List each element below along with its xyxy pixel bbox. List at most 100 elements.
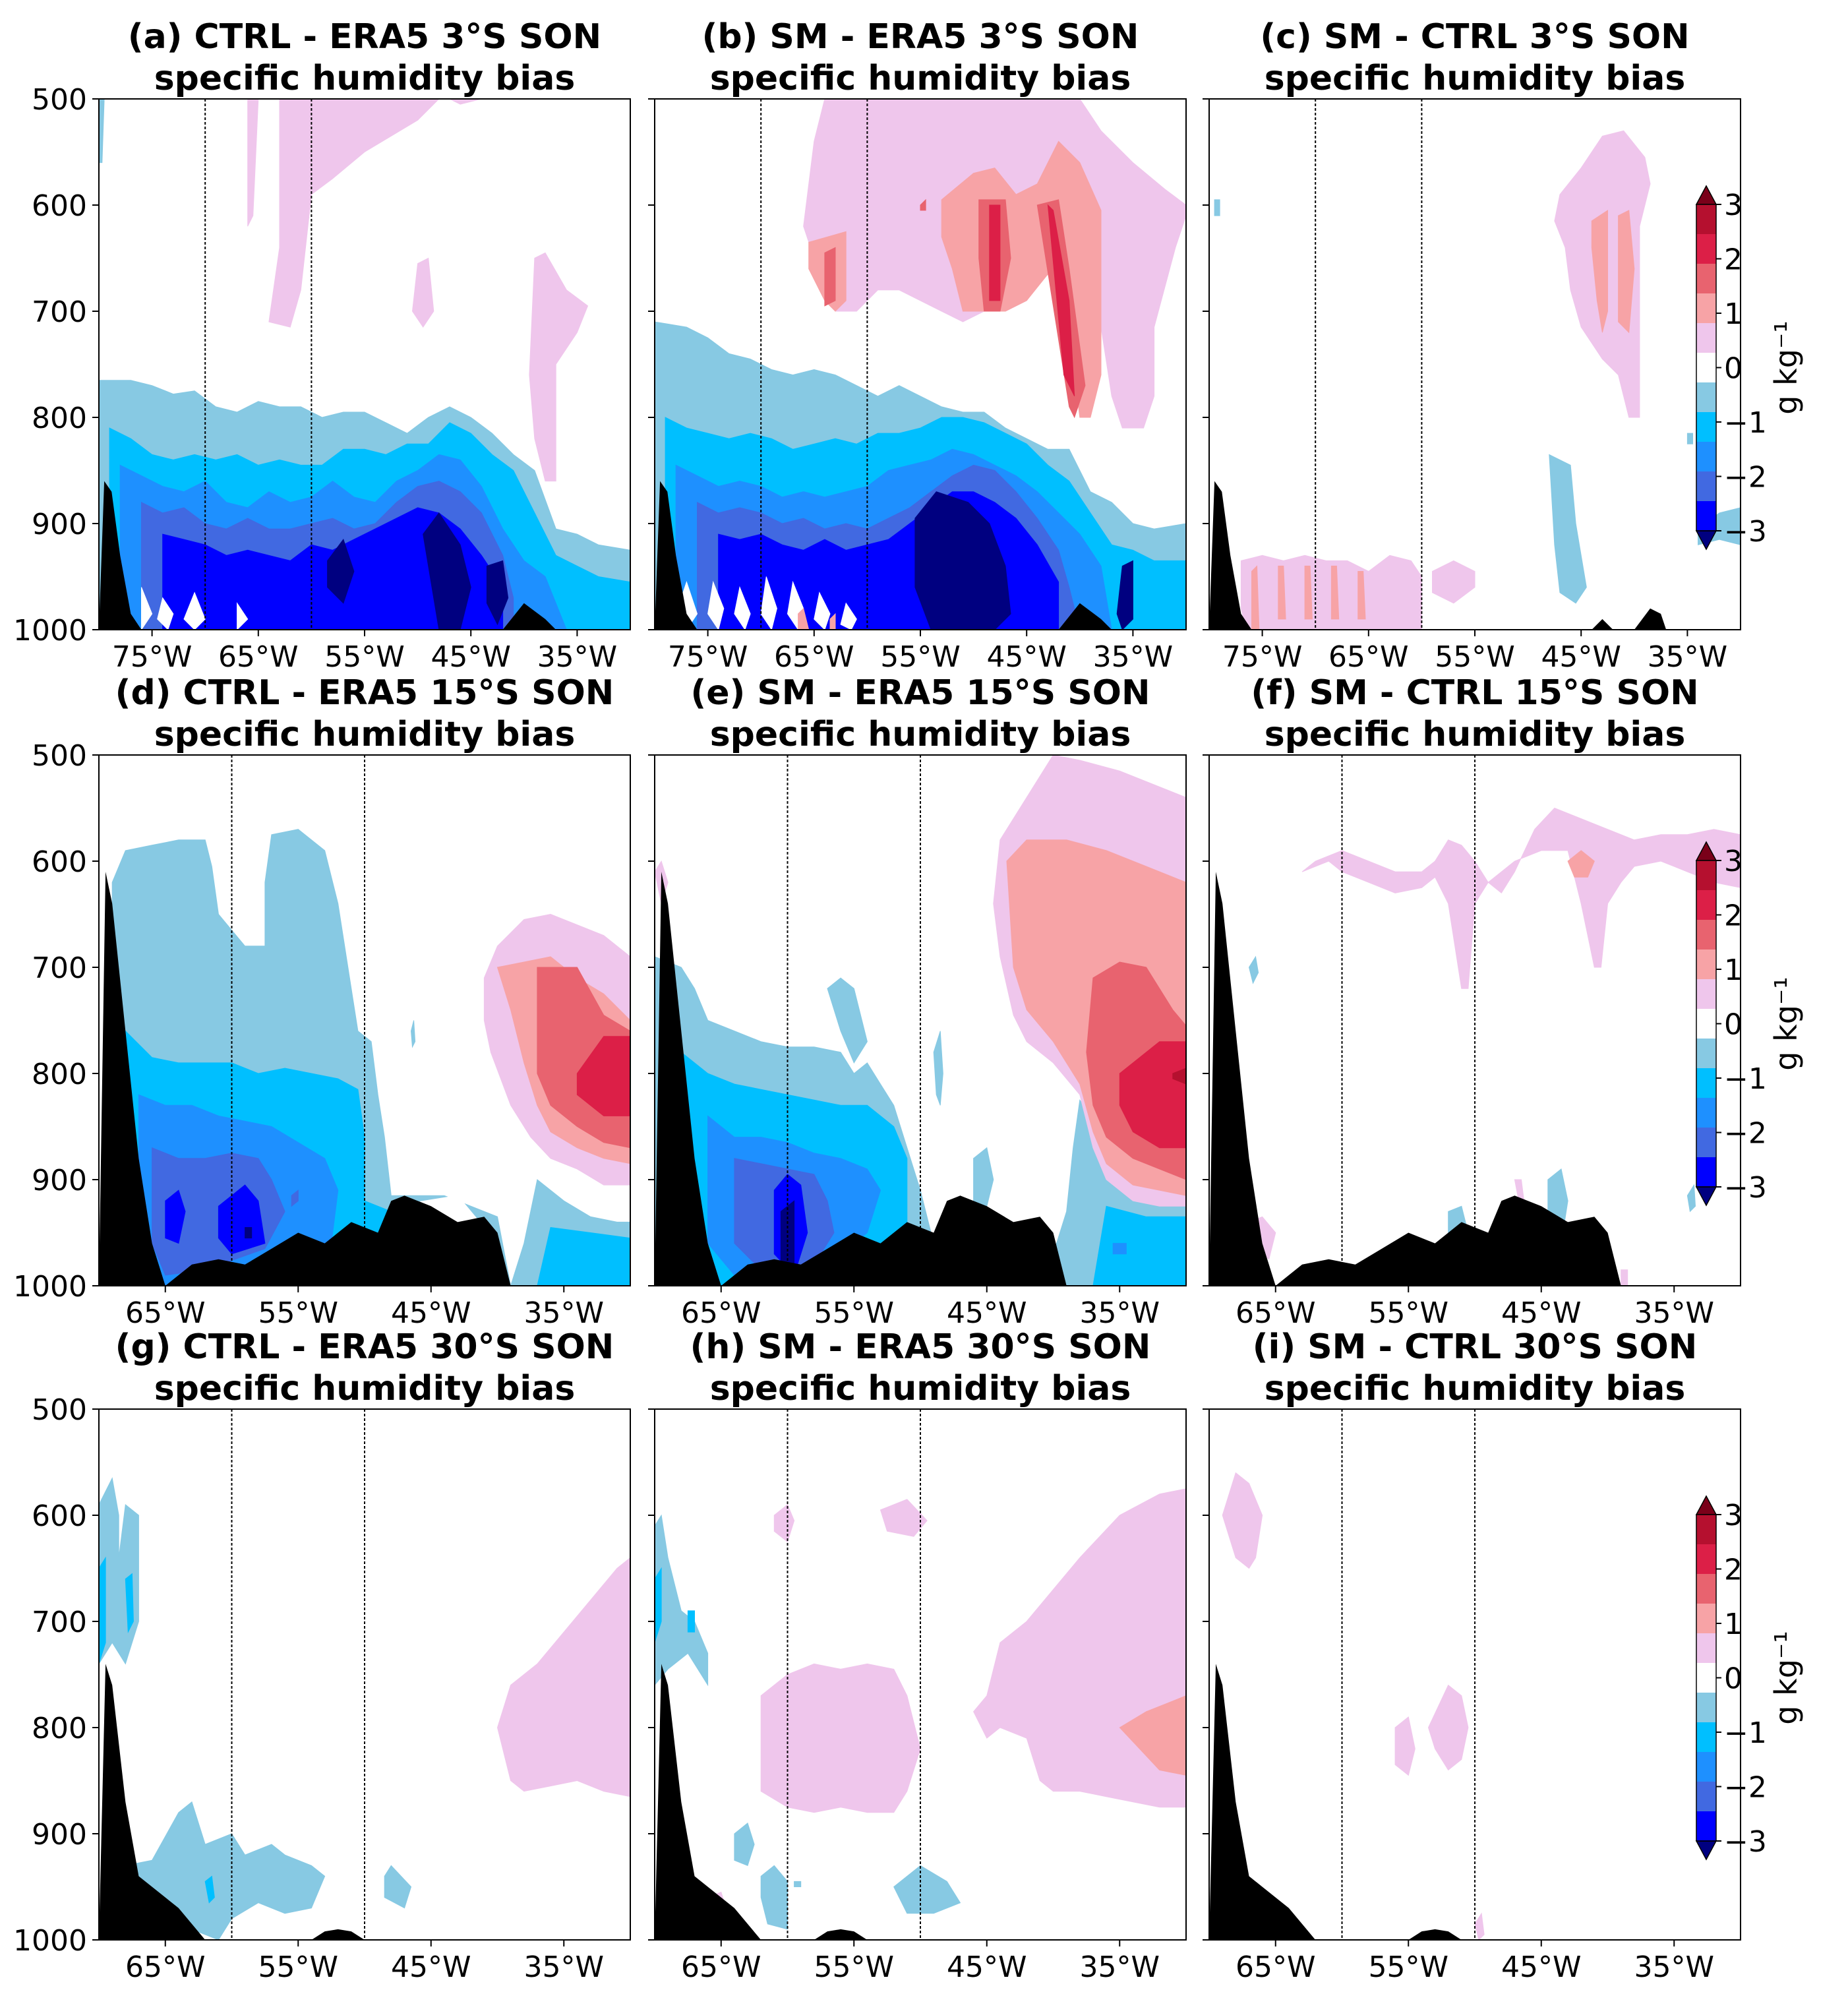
panel-title: (e) SM - ERA5 15°S SON: [690, 673, 1150, 713]
contour-region: [973, 1147, 994, 1207]
x-tick-label: 35°W: [1080, 1950, 1160, 1984]
colorbar-tick-label: 3: [1724, 189, 1743, 222]
x-tick-label: 55°W: [814, 1950, 895, 1984]
colorbar-bin: [1696, 501, 1716, 531]
y-tick-label: 900: [32, 1164, 87, 1197]
contour-fills: [1209, 1472, 1485, 1940]
panel-subtitle: specific humidity bias: [154, 59, 576, 98]
panel-title: (g) CTRL - ERA5 30°S SON: [115, 1327, 614, 1367]
contour-region: [486, 560, 509, 626]
panel-title: (a) CTRL - ERA5 3°S SON: [128, 17, 601, 57]
x-tick-label: 55°W: [258, 1950, 339, 1984]
axes-frame: [1208, 1408, 1741, 1941]
panel-subtitle: specific humidity bias: [1265, 59, 1686, 98]
terrain-mask: [502, 603, 556, 630]
y-tick-label: 600: [32, 845, 87, 879]
contour-region: [1248, 955, 1259, 984]
x-tick-label: 45°W: [431, 640, 511, 674]
contour-region: [1304, 565, 1313, 620]
y-tick-label: 800: [32, 1058, 87, 1091]
colorbar-bin: [1696, 1663, 1716, 1693]
contour-region: [824, 247, 836, 307]
x-tick-label: 75°W: [668, 640, 748, 674]
contour-region: [1686, 433, 1693, 444]
contour-region: [411, 257, 434, 328]
axes-frame: [654, 1408, 1187, 1941]
x-tick-label: 45°W: [391, 1950, 471, 1984]
contour-region: [218, 1184, 266, 1255]
colorbar-bin: [1696, 1811, 1716, 1842]
x-tick-label: 35°W: [1648, 640, 1728, 674]
contour-region: [687, 1610, 695, 1633]
colorbar-tick-label: −3: [1724, 1825, 1767, 1859]
colorbar-bin: [1696, 323, 1716, 353]
colorbar-bin: [1696, 860, 1716, 891]
contour-region: [1591, 210, 1608, 333]
terrain-mask: [655, 872, 1067, 1286]
contour-region: [1092, 1205, 1186, 1286]
colorbar-bin: [1696, 204, 1716, 235]
x-tick-label: 35°W: [1080, 1296, 1160, 1330]
colorbar-label: g kg⁻¹: [1768, 1631, 1804, 1724]
x-tick-label: 55°W: [258, 1296, 339, 1330]
terrain-mask: [99, 1664, 206, 1940]
axes-frame: [654, 754, 1187, 1286]
contour-region: [829, 613, 836, 630]
terrain-mask: [311, 1929, 365, 1940]
contour-region: [576, 1036, 630, 1116]
colorbar-tick-label: 3: [1724, 1499, 1743, 1532]
colorbar-bin: [1696, 1098, 1716, 1128]
contour-region: [423, 512, 471, 630]
contour-fills: [655, 99, 1186, 630]
colorbar-bin: [1696, 1633, 1716, 1664]
contour-region: [1222, 1472, 1263, 1569]
contour-region: [529, 252, 589, 482]
contour-region: [989, 204, 1001, 301]
panel-title: (d) CTRL - ERA5 15°S SON: [115, 673, 614, 713]
colorbar-tick-label: 0: [1724, 1008, 1743, 1042]
contour-region: [1214, 199, 1220, 216]
colorbar-bin: [1696, 950, 1716, 980]
contour-region: [655, 1567, 662, 1643]
terrain-mask: [655, 481, 698, 630]
contour-fills: [99, 829, 630, 1286]
contour-region: [1330, 565, 1340, 620]
colorbar-bin: [1696, 412, 1716, 442]
colorbar-bin: [1696, 890, 1716, 920]
colorbar-bin: [1696, 1752, 1716, 1782]
x-tick-label: 65°W: [681, 1950, 761, 1984]
colorbar: 3 2 1 0 −1 −2 −3 g kg⁻¹: [1695, 1495, 1804, 1861]
x-tick-label: 45°W: [947, 1950, 1027, 1984]
x-tick-label: 45°W: [947, 1296, 1027, 1330]
contour-region: [99, 1556, 106, 1664]
x-tick-label: 35°W: [1634, 1296, 1715, 1330]
panel-subtitle: specific humidity bias: [710, 59, 1131, 98]
contour-region: [141, 587, 153, 630]
y-tick-label: 1000: [13, 614, 87, 648]
colorbar-bin: [1696, 1009, 1716, 1039]
contour-region: [893, 1865, 961, 1914]
contour-region: [1427, 1684, 1469, 1771]
contour-region: [291, 1190, 299, 1207]
contour-region: [204, 1875, 215, 1904]
contour-region: [1047, 204, 1075, 397]
contour-region: [157, 597, 174, 630]
colorbar-tick-label: 0: [1724, 1662, 1743, 1696]
panel-subtitle: specific humidity bias: [154, 715, 576, 754]
x-tick-label: 45°W: [1501, 1296, 1582, 1330]
colorbar-bin: [1696, 1157, 1716, 1188]
x-tick-label: 45°W: [1501, 1950, 1582, 1984]
colorbar-tick-label: 2: [1724, 243, 1743, 277]
colorbar-label: g kg⁻¹: [1768, 320, 1804, 414]
terrain-mask: [814, 1929, 868, 1940]
contour-region: [99, 99, 105, 164]
contour-region: [827, 977, 868, 1064]
contour-region: [707, 580, 725, 630]
contour-region: [1567, 850, 1595, 878]
